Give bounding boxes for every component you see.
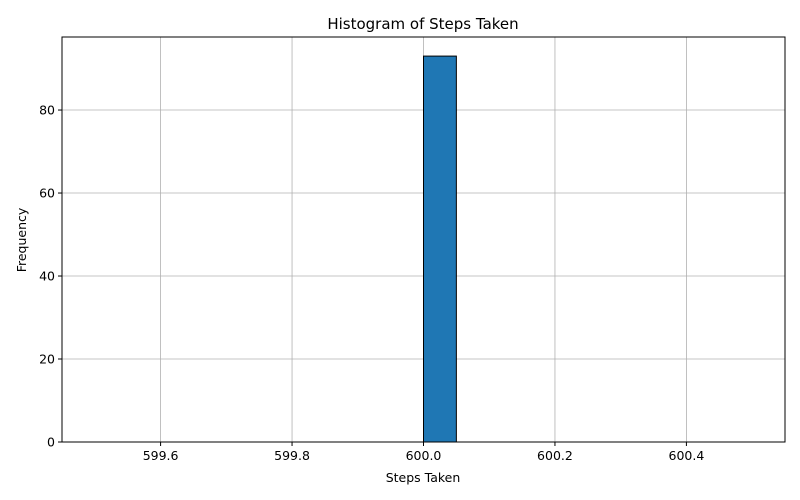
x-tick-label: 600.4 [669, 448, 705, 463]
x-axis-ticks: 599.6 599.8 600.0 600.2 600.4 [143, 442, 705, 463]
y-tick-label: 80 [39, 103, 55, 118]
y-axis-ticks: 0 20 40 60 80 [39, 103, 62, 450]
chart-title: Histogram of Steps Taken [327, 15, 518, 33]
x-tick-label: 599.8 [274, 448, 310, 463]
y-tick-label: 0 [47, 435, 55, 450]
histogram-bars [423, 55, 457, 443]
y-tick-label: 20 [39, 352, 55, 367]
x-tick-label: 600.0 [406, 448, 442, 463]
histogram-bar-10 [423, 55, 457, 443]
x-axis-label: Steps Taken [386, 470, 461, 485]
y-tick-label: 40 [39, 269, 55, 284]
y-axis-label: Frequency [14, 207, 29, 272]
x-tick-label: 600.2 [537, 448, 573, 463]
y-tick-label: 60 [39, 186, 55, 201]
x-tick-label: 599.6 [143, 448, 179, 463]
